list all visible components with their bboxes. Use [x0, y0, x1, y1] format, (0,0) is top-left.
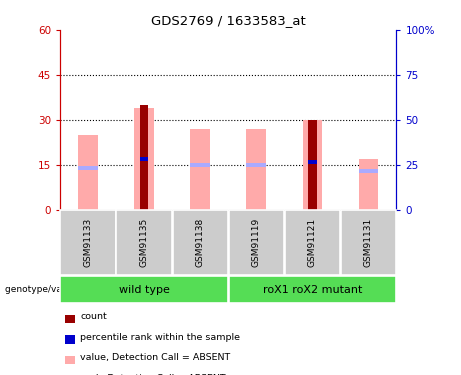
Text: rank, Detection Call = ABSENT: rank, Detection Call = ABSENT: [80, 374, 226, 375]
Bar: [359, 169, 378, 173]
Text: genotype/variation ▶: genotype/variation ▶: [5, 285, 100, 294]
Bar: [308, 160, 317, 164]
Text: value, Detection Call = ABSENT: value, Detection Call = ABSENT: [80, 353, 230, 362]
Text: GSM91135: GSM91135: [140, 218, 148, 267]
Text: GSM91121: GSM91121: [308, 218, 317, 267]
Text: GSM91138: GSM91138: [195, 218, 205, 267]
Bar: [247, 129, 266, 210]
Title: GDS2769 / 1633583_at: GDS2769 / 1633583_at: [151, 15, 306, 27]
Bar: [190, 163, 210, 167]
Bar: [78, 166, 98, 170]
Text: GSM91131: GSM91131: [364, 218, 373, 267]
Bar: [140, 105, 148, 210]
Bar: [359, 159, 378, 210]
Bar: [134, 108, 154, 210]
Bar: [140, 157, 148, 161]
Bar: [302, 120, 322, 210]
Bar: [308, 120, 317, 210]
Text: roX1 roX2 mutant: roX1 roX2 mutant: [263, 285, 362, 295]
Text: percentile rank within the sample: percentile rank within the sample: [80, 333, 240, 342]
Bar: [247, 163, 266, 167]
Bar: [78, 135, 98, 210]
Text: wild type: wild type: [118, 285, 170, 295]
Text: GSM91119: GSM91119: [252, 218, 261, 267]
Text: count: count: [80, 312, 107, 321]
Bar: [190, 129, 210, 210]
Text: GSM91133: GSM91133: [83, 218, 93, 267]
